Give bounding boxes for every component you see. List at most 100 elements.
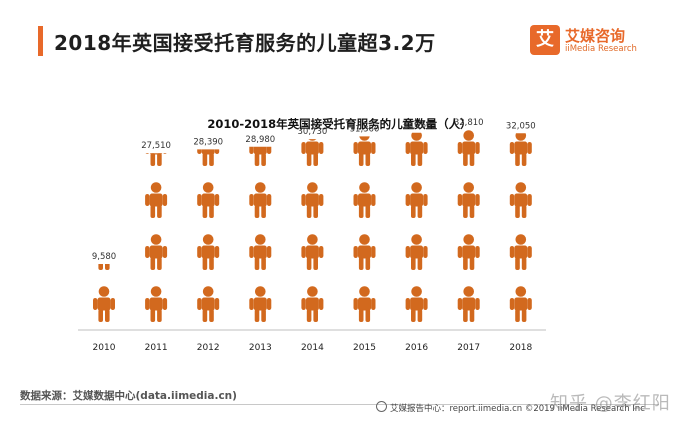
person-right-arm <box>371 142 376 154</box>
person-torso <box>305 141 319 155</box>
person-icon <box>93 286 115 322</box>
bar-column-2013 <box>249 146 272 322</box>
person-torso <box>201 297 215 311</box>
title-accent-bar <box>38 26 43 56</box>
person-head <box>463 130 475 141</box>
value-label: 32,050 <box>506 121 536 131</box>
person-left-leg <box>515 309 520 322</box>
person-icon <box>509 182 532 218</box>
person-right-arm <box>423 298 428 310</box>
person-torso <box>514 193 528 207</box>
page-title: 2018年英国接受托育服务的儿童超3.2万 <box>54 31 436 55</box>
person-right-leg <box>313 205 318 218</box>
person-icon <box>405 182 428 218</box>
person-torso <box>462 245 476 259</box>
person-torso <box>410 245 424 259</box>
person-left-leg <box>202 309 208 322</box>
person-torso <box>149 297 163 311</box>
person-left-arm <box>249 146 254 154</box>
person-right-arm <box>319 142 324 154</box>
person-head <box>359 136 370 141</box>
person-left-arm <box>405 194 410 206</box>
person-right-arm <box>371 194 376 206</box>
person-right-arm <box>527 246 532 258</box>
person-torso <box>514 297 528 311</box>
value-label: 32,160 <box>402 121 432 131</box>
person-head <box>463 182 475 193</box>
value-label: 28,980 <box>245 135 275 145</box>
person-right-arm <box>423 246 428 258</box>
person-right-leg <box>105 263 110 270</box>
person-right-arm <box>162 194 168 206</box>
person-left-arm <box>509 246 515 258</box>
person-torso <box>305 297 319 311</box>
person-left-arm <box>145 194 150 206</box>
person-head <box>202 286 214 297</box>
person-right-leg <box>261 257 266 270</box>
x-tick-label: 2017 <box>457 343 480 353</box>
person-right-leg <box>209 309 214 322</box>
person-right-arm <box>475 298 480 310</box>
person-right-leg <box>417 153 423 166</box>
brand-logo: 艾 艾媒咨询 iiMedia Research <box>530 25 650 57</box>
value-label: 31,360 <box>350 124 380 134</box>
person-left-arm <box>353 142 358 154</box>
person-right-arm <box>319 298 324 310</box>
person-right-leg <box>261 205 266 218</box>
person-left-arm <box>457 194 463 206</box>
person-icon <box>145 182 168 218</box>
bar-column-2018 <box>509 133 532 322</box>
person-right-arm <box>110 298 115 310</box>
person-torso <box>201 193 215 207</box>
person-right-arm <box>266 298 272 310</box>
person-left-arm <box>509 298 515 310</box>
bar-column-2015 <box>353 136 376 322</box>
person-left-leg <box>150 205 156 218</box>
person-right-leg <box>521 153 527 166</box>
person-head <box>254 182 266 193</box>
person-right-arm <box>319 194 324 206</box>
person-torso <box>410 297 424 311</box>
bar-column-2017 <box>457 130 480 322</box>
person-icon <box>145 234 168 270</box>
person-right-leg <box>209 205 214 218</box>
footer-text: 艾媒报告中心：report.iimedia.cn ©2019 iiMedia R… <box>390 404 645 414</box>
x-tick-label: 2014 <box>301 343 324 353</box>
person-head <box>307 234 318 245</box>
person-head <box>463 286 475 297</box>
person-icon <box>249 234 272 270</box>
person-right-leg <box>209 257 214 270</box>
person-icon <box>301 234 324 270</box>
person-right-arm <box>475 142 480 154</box>
person-left-arm <box>197 149 202 154</box>
person-right-leg <box>157 257 162 270</box>
person-left-arm <box>249 298 254 310</box>
person-head <box>202 234 214 245</box>
person-right-leg <box>521 205 527 218</box>
person-left-leg <box>515 153 520 166</box>
person-right-arm <box>214 298 220 310</box>
person-left-arm <box>457 142 463 154</box>
person-torso <box>462 141 476 155</box>
value-label: 28,390 <box>193 137 223 147</box>
person-left-leg <box>463 309 468 322</box>
person-icon <box>197 182 220 218</box>
person-left-arm <box>93 298 98 310</box>
person-icon <box>405 234 428 270</box>
person-left-leg <box>150 309 156 322</box>
x-tick-label: 2015 <box>353 343 376 353</box>
person-left-arm <box>509 142 515 154</box>
person-right-arm <box>214 194 220 206</box>
person-right-leg <box>521 309 527 322</box>
person-torso <box>253 193 267 207</box>
footer-credit: 艾媒报告中心：report.iimedia.cn ©2019 iiMedia R… <box>376 401 645 414</box>
person-icon-partial <box>145 153 167 166</box>
person-icon <box>457 130 480 166</box>
person-left-arm <box>457 246 463 258</box>
x-tick-label: 2013 <box>249 343 272 353</box>
brand-logo-mark-glyph: 艾 <box>536 29 554 50</box>
person-left-leg <box>306 257 312 270</box>
person-head <box>254 234 266 245</box>
person-right-arm <box>527 194 532 206</box>
person-head <box>98 286 110 297</box>
